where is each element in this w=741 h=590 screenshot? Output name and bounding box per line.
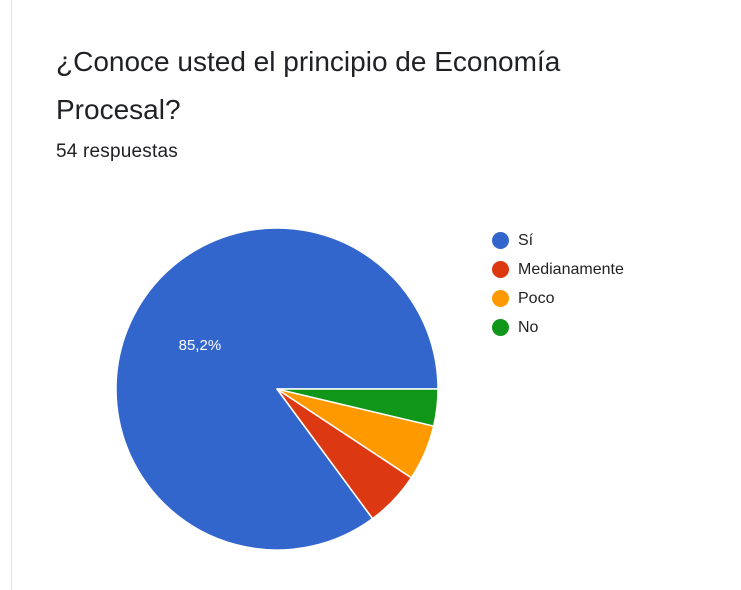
legend-item-poco[interactable]: Poco xyxy=(492,284,624,313)
legend-item-si[interactable]: Sí xyxy=(492,226,624,255)
legend-label: Sí xyxy=(518,232,533,250)
legend-label: Poco xyxy=(518,290,554,308)
legend-label: No xyxy=(518,319,538,337)
legend-label: Medianamente xyxy=(518,261,624,279)
legend-item-medianamente[interactable]: Medianamente xyxy=(492,255,624,284)
legend-item-no[interactable]: No xyxy=(492,313,624,342)
legend-swatch-icon xyxy=(492,232,509,249)
legend-swatch-icon xyxy=(492,319,509,336)
legend-swatch-icon xyxy=(492,261,509,278)
chart-legend: Sí Medianamente Poco No xyxy=(492,226,624,342)
data-label-si: 85,2% xyxy=(179,337,222,354)
legend-swatch-icon xyxy=(492,290,509,307)
